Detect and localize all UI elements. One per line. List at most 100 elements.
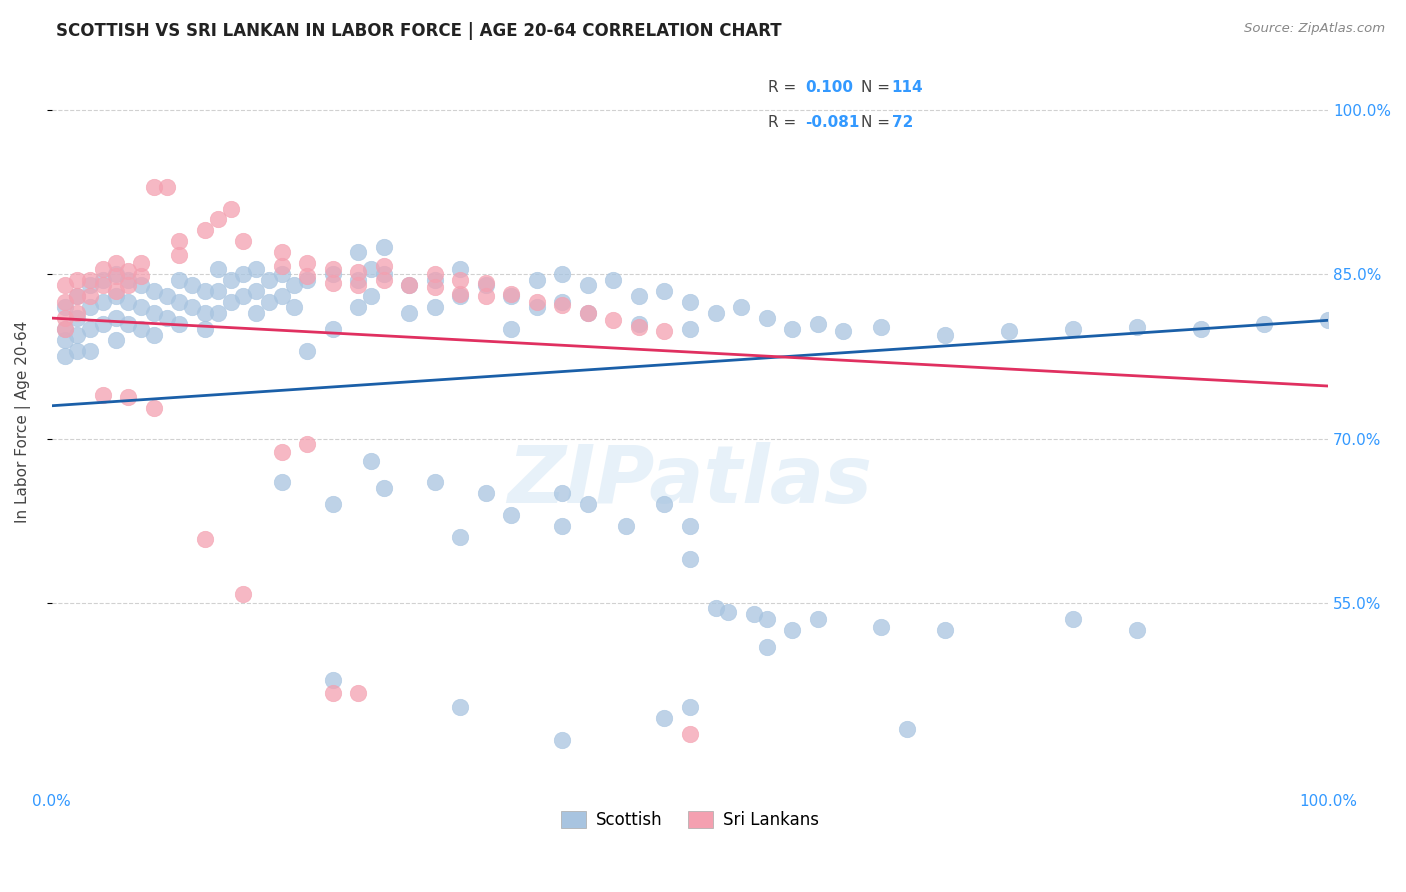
Point bbox=[219, 202, 242, 216]
Point bbox=[423, 273, 446, 287]
Point bbox=[1062, 612, 1084, 626]
Point bbox=[870, 620, 893, 634]
Point bbox=[245, 305, 267, 319]
Point bbox=[219, 273, 242, 287]
Point bbox=[207, 261, 229, 276]
Point bbox=[219, 294, 242, 309]
Point bbox=[576, 278, 599, 293]
Point bbox=[679, 519, 702, 533]
Point bbox=[322, 276, 344, 290]
Point bbox=[245, 284, 267, 298]
Point bbox=[117, 264, 139, 278]
Point bbox=[129, 300, 152, 314]
Text: Source: ZipAtlas.com: Source: ZipAtlas.com bbox=[1244, 22, 1385, 36]
Text: ZIPatlas: ZIPatlas bbox=[508, 442, 873, 520]
Point bbox=[117, 317, 139, 331]
Point bbox=[360, 289, 382, 303]
Point bbox=[475, 276, 498, 290]
Point bbox=[270, 259, 292, 273]
Point bbox=[755, 640, 778, 654]
Point bbox=[169, 235, 191, 249]
Point bbox=[322, 267, 344, 281]
Point bbox=[449, 261, 471, 276]
Point bbox=[117, 278, 139, 293]
Point bbox=[270, 444, 292, 458]
Text: 114: 114 bbox=[891, 80, 924, 95]
Point bbox=[194, 223, 217, 237]
Point bbox=[449, 287, 471, 301]
Point bbox=[398, 305, 420, 319]
Point bbox=[373, 240, 395, 254]
Point bbox=[627, 317, 650, 331]
Point bbox=[169, 317, 191, 331]
Point bbox=[66, 343, 89, 358]
Point bbox=[360, 453, 382, 467]
Point bbox=[373, 267, 395, 281]
Point bbox=[526, 294, 548, 309]
Point bbox=[79, 343, 101, 358]
Point bbox=[373, 481, 395, 495]
Point bbox=[423, 280, 446, 294]
Point bbox=[998, 324, 1021, 338]
Text: SCOTTISH VS SRI LANKAN IN LABOR FORCE | AGE 20-64 CORRELATION CHART: SCOTTISH VS SRI LANKAN IN LABOR FORCE | … bbox=[56, 22, 782, 40]
Point bbox=[551, 294, 574, 309]
Point bbox=[295, 256, 318, 270]
Point bbox=[322, 686, 344, 700]
Point bbox=[602, 313, 624, 327]
Text: R =: R = bbox=[768, 80, 796, 95]
Point bbox=[1125, 624, 1147, 638]
Point bbox=[322, 322, 344, 336]
Point bbox=[91, 278, 114, 293]
Point bbox=[91, 317, 114, 331]
Point bbox=[870, 319, 893, 334]
Point bbox=[104, 289, 127, 303]
Point bbox=[807, 612, 830, 626]
Point bbox=[576, 305, 599, 319]
Point bbox=[627, 319, 650, 334]
Point bbox=[79, 273, 101, 287]
Point bbox=[169, 247, 191, 261]
Point bbox=[449, 273, 471, 287]
Point bbox=[129, 269, 152, 284]
Point bbox=[780, 322, 803, 336]
Point bbox=[194, 305, 217, 319]
Point bbox=[373, 273, 395, 287]
Point bbox=[232, 587, 254, 601]
Point bbox=[53, 322, 76, 336]
Text: -0.081: -0.081 bbox=[804, 115, 859, 130]
Point bbox=[475, 289, 498, 303]
Point bbox=[1189, 322, 1212, 336]
Point bbox=[129, 278, 152, 293]
Point bbox=[501, 508, 523, 523]
Point bbox=[423, 300, 446, 314]
Point bbox=[194, 533, 217, 547]
Point bbox=[142, 305, 165, 319]
Point bbox=[91, 261, 114, 276]
Point bbox=[322, 497, 344, 511]
Point bbox=[66, 305, 89, 319]
Point bbox=[654, 711, 676, 725]
Point bbox=[270, 289, 292, 303]
Point bbox=[807, 317, 830, 331]
Point bbox=[551, 519, 574, 533]
Point bbox=[142, 327, 165, 342]
Point bbox=[232, 289, 254, 303]
Point bbox=[104, 267, 127, 281]
Point bbox=[654, 324, 676, 338]
Point bbox=[449, 289, 471, 303]
Point bbox=[704, 305, 727, 319]
Point bbox=[1125, 319, 1147, 334]
Point bbox=[270, 245, 292, 260]
Point bbox=[207, 305, 229, 319]
Point bbox=[347, 265, 370, 279]
Point bbox=[475, 278, 498, 293]
Point bbox=[295, 343, 318, 358]
Point bbox=[79, 278, 101, 293]
Point bbox=[322, 673, 344, 687]
Point bbox=[104, 311, 127, 326]
Point bbox=[270, 475, 292, 490]
Point bbox=[398, 278, 420, 293]
Point bbox=[501, 289, 523, 303]
Point bbox=[475, 486, 498, 500]
Point bbox=[934, 327, 956, 342]
